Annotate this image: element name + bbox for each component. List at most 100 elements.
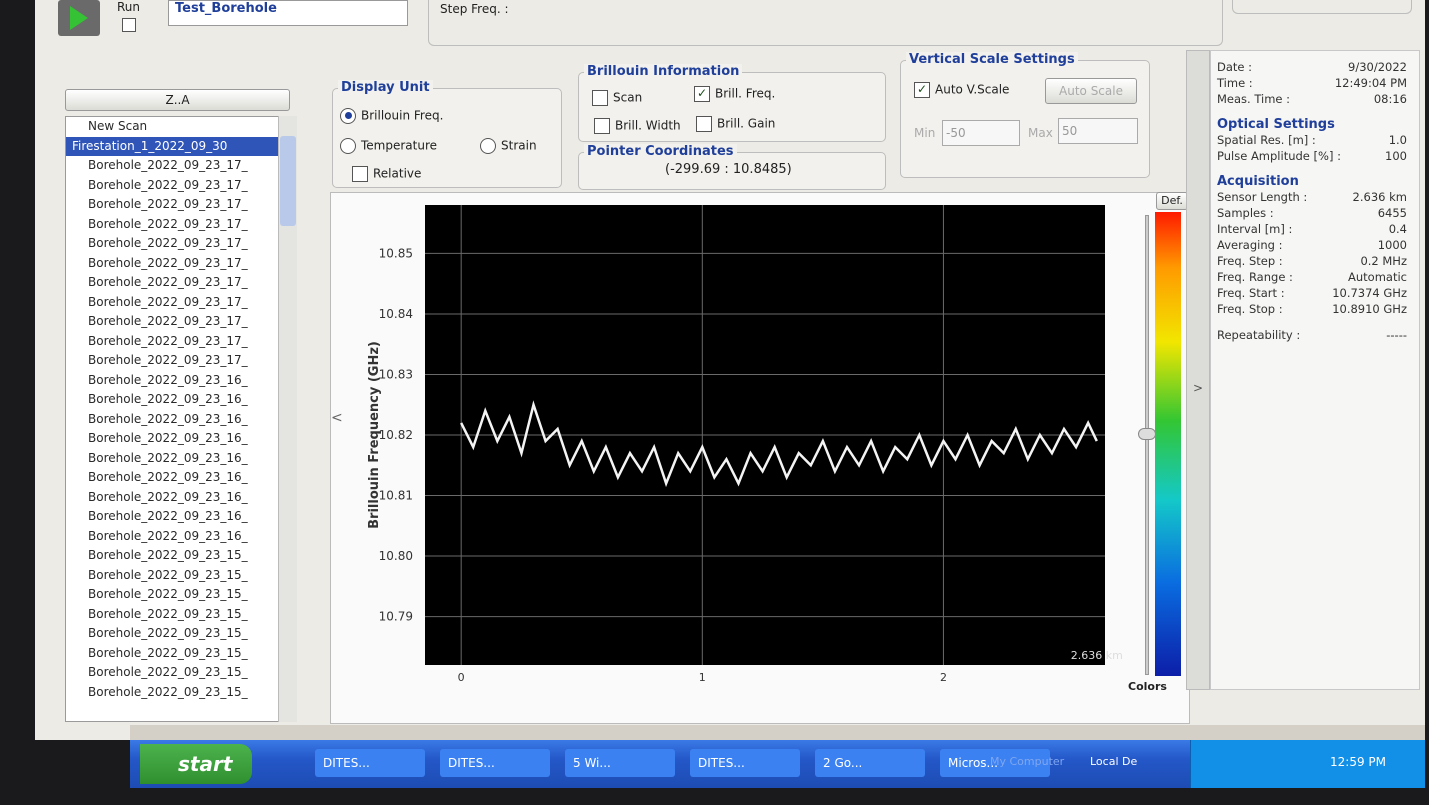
scan-item[interactable]: Borehole_2022_09_23_15_ (66, 663, 296, 683)
info-label: Sensor Length : (1217, 189, 1307, 205)
scan-item[interactable]: Borehole_2022_09_23_17_ (66, 293, 296, 313)
info-row: Freq. Range :Automatic (1217, 269, 1407, 285)
toolbar-group (1232, 0, 1412, 14)
status-bar (130, 725, 1425, 741)
option-label: Brill. Width (615, 119, 681, 133)
start-button[interactable]: start (140, 744, 252, 784)
info-label: Time : (1217, 75, 1253, 91)
checkbox-option[interactable]: Relative (352, 166, 421, 182)
scan-item[interactable]: Borehole_2022_09_23_17_ (66, 195, 296, 215)
info-value: 9/30/2022 (1348, 59, 1407, 75)
checkbox[interactable]: ✓ (694, 86, 710, 102)
info-value: 12:49:04 PM (1335, 75, 1407, 91)
scan-item[interactable]: Borehole_2022_09_23_15_ (66, 566, 296, 586)
default-button[interactable]: Def. (1156, 192, 1188, 210)
taskbar-button[interactable]: DITES... (440, 749, 550, 777)
radio[interactable] (340, 138, 356, 154)
scan-item[interactable]: Borehole_2022_09_23_15_ (66, 683, 296, 703)
max-field[interactable]: 50 (1058, 118, 1138, 144)
group-title: Pointer Coordinates (584, 144, 737, 159)
taskbar-button[interactable]: DITES... (690, 749, 800, 777)
radio[interactable] (340, 108, 356, 124)
section-title: Acquisition (1217, 174, 1413, 189)
info-label: Freq. Start : (1217, 285, 1285, 301)
scan-item[interactable]: Borehole_2022_09_23_15_ (66, 644, 296, 664)
scan-item[interactable]: Borehole_2022_09_23_15_ (66, 546, 296, 566)
scan-item[interactable]: Firestation_1_2022_09_30 (66, 137, 296, 157)
slider-thumb[interactable] (1138, 428, 1156, 440)
section-title: Optical Settings (1217, 117, 1413, 132)
scrollbar[interactable] (278, 116, 297, 722)
scan-item[interactable]: Borehole_2022_09_23_16_ (66, 410, 296, 430)
checkbox-option[interactable]: Brill. Width (594, 118, 681, 134)
scan-item[interactable]: Borehole_2022_09_23_15_ (66, 585, 296, 605)
checkbox-option[interactable]: Brill. Gain (696, 116, 775, 132)
spacer (1217, 317, 1413, 327)
x-tick-label: 2.636 km (1071, 649, 1123, 662)
info-label: Freq. Step : (1217, 253, 1283, 269)
option-label: Scan (613, 91, 642, 105)
group-title: Brillouin Information (584, 64, 742, 79)
scan-item[interactable]: Borehole_2022_09_23_16_ (66, 449, 296, 469)
scan-item[interactable]: Borehole_2022_09_23_17_ (66, 254, 296, 274)
info-row: Pulse Amplitude [%] :100 (1217, 148, 1407, 164)
info-value: 0.2 MHz (1360, 253, 1407, 269)
scan-item[interactable]: Borehole_2022_09_23_16_ (66, 488, 296, 508)
info-value: Automatic (1348, 269, 1407, 285)
scan-item[interactable]: Borehole_2022_09_23_17_ (66, 351, 296, 371)
colors-label: Colors (1128, 680, 1167, 693)
taskbar-button[interactable]: DITES... (315, 749, 425, 777)
info-row: Meas. Time :08:16 (1217, 91, 1407, 107)
radio-option[interactable]: Strain (480, 138, 537, 154)
scan-item[interactable]: Borehole_2022_09_23_16_ (66, 527, 296, 547)
y-tick-label: 10.83 (379, 367, 413, 381)
checkbox-option[interactable]: Scan (592, 90, 642, 106)
checkbox[interactable] (352, 166, 368, 182)
x-tick-label: 2 (940, 671, 947, 684)
taskbar-button[interactable]: 2 Go... (815, 749, 925, 777)
expand-strip[interactable]: > (1186, 50, 1210, 690)
scan-item[interactable]: Borehole_2022_09_23_17_ (66, 176, 296, 196)
scan-item[interactable]: New Scan (66, 117, 296, 137)
option-label: Temperature (361, 139, 437, 153)
scan-item[interactable]: Borehole_2022_09_23_16_ (66, 468, 296, 488)
scan-item[interactable]: Borehole_2022_09_23_16_ (66, 429, 296, 449)
taskbar-button[interactable]: 5 Wi... (565, 749, 675, 777)
scan-item[interactable]: Borehole_2022_09_23_16_ (66, 390, 296, 410)
info-row: Date :9/30/2022 (1217, 59, 1407, 75)
min-field[interactable]: -50 (942, 120, 1020, 146)
checkbox[interactable] (592, 90, 608, 106)
checkbox-option[interactable]: ✓Brill. Freq. (694, 86, 775, 102)
scan-name-field[interactable]: Test_Borehole (168, 0, 408, 26)
y-tick-label: 10.79 (379, 610, 413, 624)
checkbox[interactable] (594, 118, 610, 134)
scan-item[interactable]: Borehole_2022_09_23_17_ (66, 215, 296, 235)
auto-vscale[interactable]: ✓Auto V.Scale (914, 82, 1009, 98)
checkbox[interactable] (696, 116, 712, 132)
scan-item[interactable]: Borehole_2022_09_23_16_ (66, 507, 296, 527)
scan-item[interactable]: Borehole_2022_09_23_17_ (66, 312, 296, 332)
scan-item[interactable]: Borehole_2022_09_23_17_ (66, 234, 296, 254)
sort-button[interactable]: Z..A (65, 89, 290, 111)
scan-item[interactable]: Borehole_2022_09_23_16_ (66, 371, 296, 391)
step-freq-label: Step Freq. : (440, 2, 509, 16)
radio-option[interactable]: Brillouin Freq. (340, 108, 443, 124)
scan-item[interactable]: Borehole_2022_09_23_17_ (66, 332, 296, 352)
info-value: 2.636 km (1353, 189, 1407, 205)
scan-item[interactable]: Borehole_2022_09_23_15_ (66, 624, 296, 644)
x-tick-label: 1 (699, 671, 706, 684)
auto-scale-button[interactable]: Auto Scale (1045, 78, 1137, 104)
slider-track (1145, 215, 1149, 675)
radio-option[interactable]: Temperature (340, 138, 437, 154)
pointer-value: (-299.69 : 10.8485) (665, 162, 792, 177)
option-label: Brillouin Freq. (361, 109, 443, 123)
scan-item[interactable]: Borehole_2022_09_23_17_ (66, 156, 296, 176)
run-button[interactable] (58, 0, 100, 36)
y-tick-label: 10.80 (379, 549, 413, 563)
run-checkbox[interactable] (122, 18, 136, 32)
scan-item[interactable]: Borehole_2022_09_23_17_ (66, 273, 296, 293)
info-row: Samples :6455 (1217, 205, 1407, 221)
scan-item[interactable]: Borehole_2022_09_23_15_ (66, 605, 296, 625)
radio[interactable] (480, 138, 496, 154)
